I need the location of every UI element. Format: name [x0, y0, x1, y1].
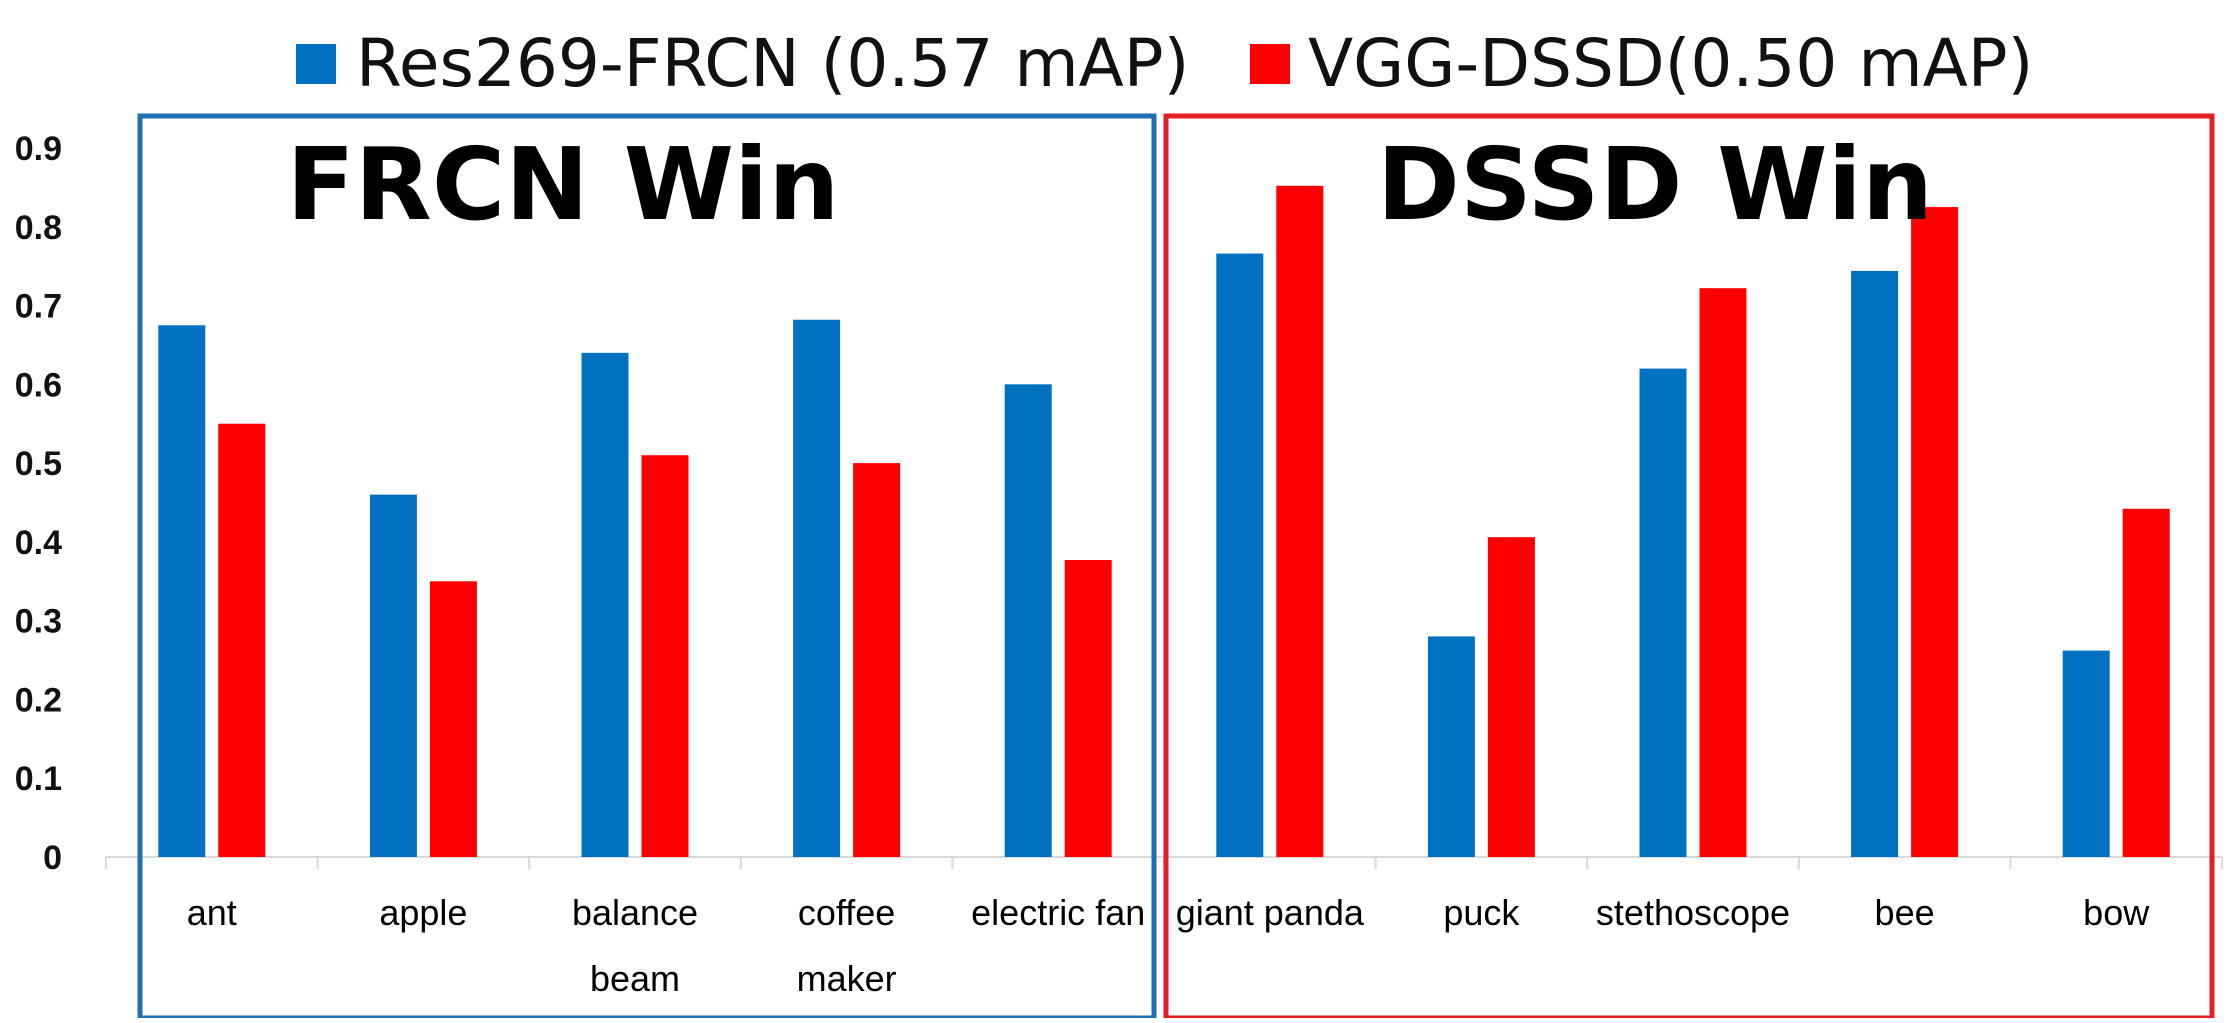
y-axis: 0 0.1 0.2 0.3 0.4 0.5 0.6 0.7 0.8 0.9	[15, 130, 62, 877]
y-tick-label: 0.9	[15, 130, 62, 168]
bar-frcn	[2062, 650, 2110, 857]
bar-frcn	[369, 494, 417, 857]
y-tick-label: 0.7	[15, 288, 62, 326]
bar-dssd	[1699, 288, 1747, 857]
x-category-label: balance	[572, 892, 698, 933]
bar-dssd	[1487, 537, 1535, 857]
legend-label-frcn: Res269-FRCN (0.57 mAP)	[356, 25, 1189, 102]
bar-dssd	[853, 463, 901, 857]
x-category-label: bow	[2083, 892, 2150, 933]
bar-frcn	[1427, 636, 1475, 857]
x-category-label: beam	[590, 958, 680, 999]
legend: Res269-FRCN (0.57 mAP) VGG-DSSD(0.50 mAP…	[296, 25, 2033, 102]
bar-frcn	[158, 325, 206, 857]
x-category-label: maker	[797, 958, 897, 999]
x-category-label: ant	[187, 892, 237, 933]
y-tick-label: 0.5	[15, 445, 62, 483]
bar-frcn	[1851, 270, 1899, 858]
group-boxes: FRCN Win DSSD Win	[137, 113, 2215, 1021]
legend-swatch-dssd	[1250, 44, 1290, 84]
y-tick-label: 0.4	[15, 524, 62, 562]
legend-label-dssd: VGG-DSSD(0.50 mAP)	[1308, 25, 2033, 102]
y-tick-label: 0	[43, 839, 62, 877]
frcn-win-title: FRCN Win	[287, 126, 840, 243]
x-category-label: giant panda	[1176, 892, 1365, 933]
bar-frcn	[1639, 368, 1687, 857]
bar-dssd	[1911, 207, 1959, 858]
bar-dssd	[1064, 560, 1112, 857]
dssd-win-title: DSSD Win	[1377, 126, 1933, 243]
x-category-label: electric fan	[971, 892, 1145, 933]
bar-frcn	[793, 319, 841, 857]
x-category-label: stethoscope	[1596, 892, 1790, 933]
bar-frcn	[581, 352, 629, 857]
bar-dssd	[1276, 185, 1324, 857]
y-tick-label: 0.6	[15, 366, 62, 404]
bar-dssd	[641, 455, 689, 857]
x-category-label: puck	[1443, 892, 1520, 933]
bar-dssd	[429, 581, 477, 857]
x-category-label: coffee	[798, 892, 895, 933]
bar-frcn	[1004, 384, 1052, 857]
category-labels: ant apple balance beam coffee maker electric f…	[187, 892, 2150, 999]
bars	[158, 185, 2170, 858]
y-tick-label: 0.8	[15, 209, 62, 247]
y-tick-label: 0.3	[15, 603, 62, 641]
legend-swatch-frcn	[296, 44, 336, 84]
bar-frcn	[1216, 253, 1264, 857]
y-tick-label: 0.2	[15, 681, 62, 719]
x-category-label: apple	[379, 892, 467, 933]
bar-dssd	[218, 423, 266, 857]
x-category-label: bee	[1875, 892, 1935, 933]
y-tick-label: 0.1	[15, 760, 62, 798]
bar-dssd	[2122, 508, 2170, 857]
